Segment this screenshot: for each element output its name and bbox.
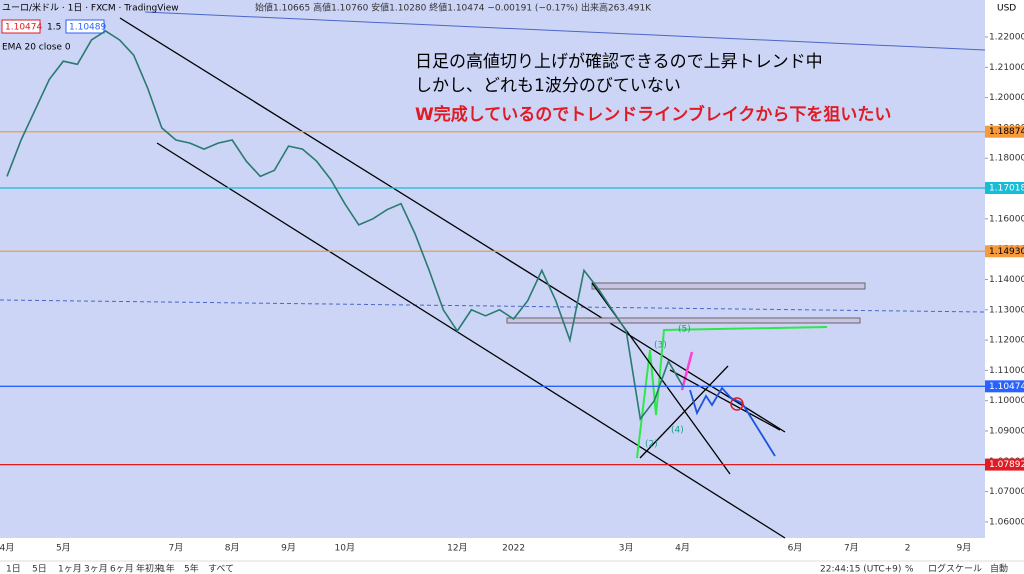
x-tick-label: 7月 <box>844 543 859 554</box>
axis-option[interactable]: ログスケール <box>928 563 982 574</box>
spread: 1.5 <box>47 23 61 33</box>
range-button[interactable]: 3ヶ月 <box>84 564 108 574</box>
x-tick-label: 4月 <box>0 543 14 554</box>
symbol: ユーロ/米ドル · 1日 · FXCM · TradingView <box>2 2 179 14</box>
time-axis <box>0 538 985 574</box>
y-tick-label: 1.06000 <box>989 517 1024 527</box>
y-tick-label: 1.16000 <box>989 214 1024 224</box>
x-tick-label: 9月 <box>957 543 972 554</box>
level-tag <box>985 181 1024 194</box>
annotations: 日足の高値切り上げが確認できるので上昇トレンド中しかし、どれも1波分のびていない… <box>415 52 891 450</box>
range-button[interactable]: 5日 <box>32 564 47 574</box>
y-tick-label: 1.20000 <box>989 93 1024 103</box>
y-tick-label: 1.14000 <box>989 275 1024 285</box>
plot-area <box>0 0 985 538</box>
x-tick-label: 3月 <box>619 543 634 554</box>
range-button[interactable]: 1ヶ月 <box>58 564 82 574</box>
x-tick-label: 2022 <box>502 544 525 554</box>
y-tick-label: 1.22000 <box>989 32 1024 42</box>
x-tick-label: 8月 <box>225 543 240 554</box>
x-tick-label: 2 <box>905 544 911 554</box>
annotation: W完成しているのでトレンドラインブレイクから下を狙いたい <box>415 104 891 125</box>
y-tick-label: 1.09000 <box>989 427 1024 437</box>
y-tick-label: 1.11000 <box>989 366 1024 376</box>
level-label: 1.07892 <box>989 460 1024 470</box>
y-tick-label: 1.18000 <box>989 154 1024 164</box>
wave-label: (2) <box>645 440 658 450</box>
x-tick-label: 6月 <box>788 543 803 554</box>
level-tag <box>985 125 1024 138</box>
bid: 1.10474 <box>5 23 42 33</box>
range-button[interactable]: 1年 <box>160 563 175 574</box>
level-tag <box>985 245 1024 258</box>
level-label: 1.17018 <box>989 183 1024 193</box>
x-tick-label: 7月 <box>169 543 184 554</box>
y-tick-label: 1.10000 <box>989 396 1024 406</box>
x-tick-label: 10月 <box>335 543 355 554</box>
range-button[interactable]: 6ヶ月 <box>110 564 134 574</box>
y-tick-label: 1.21000 <box>989 63 1024 73</box>
x-tick-label: 12月 <box>447 543 467 554</box>
x-tick-label: 5月 <box>56 543 71 554</box>
level-label: 1.14930 <box>989 247 1024 257</box>
currency: USD <box>997 4 1016 14</box>
x-tick-label: 4月 <box>675 543 690 554</box>
level-tag <box>985 380 1024 393</box>
range-button[interactable]: 5年 <box>184 563 199 574</box>
price-line <box>6 29 684 421</box>
range-button[interactable]: 年初来 <box>136 563 163 574</box>
level-label: 1.18874 <box>989 127 1024 137</box>
wave-label: (4) <box>671 426 684 436</box>
annotation: 日足の高値切り上げが確認できるので上昇トレンド中 <box>415 52 823 72</box>
indicator: EMA 20 close 0 <box>2 43 71 53</box>
header: ユーロ/米ドル · 1日 · FXCM · TradingView 始値1.10… <box>1 2 1016 53</box>
y-tick-label: 1.07000 <box>989 487 1024 497</box>
y-tick-label: 1.13000 <box>989 305 1024 315</box>
range-button[interactable]: すべて <box>208 564 234 574</box>
level-tag <box>985 458 1024 471</box>
wave-label: (3) <box>654 341 667 351</box>
range-button[interactable]: 1日 <box>6 564 21 574</box>
annotation: しかし、どれも1波分のびていない <box>415 76 681 96</box>
x-tick-label: 9月 <box>281 543 296 554</box>
ohlc: 始値1.10665 高値1.10760 安値1.10280 終値1.10474 … <box>255 2 652 14</box>
y-tick-label: 1.12000 <box>989 336 1024 346</box>
price-axis <box>985 0 1024 574</box>
axis-option[interactable]: 自動 <box>990 563 1008 574</box>
level-label: 1.10474 <box>989 382 1024 392</box>
clock: 22:44:15 (UTC+9) <box>820 565 901 574</box>
ask: 1.10489 <box>69 23 106 33</box>
wave-label: (5) <box>678 325 691 335</box>
axis-option[interactable]: % <box>905 565 914 574</box>
